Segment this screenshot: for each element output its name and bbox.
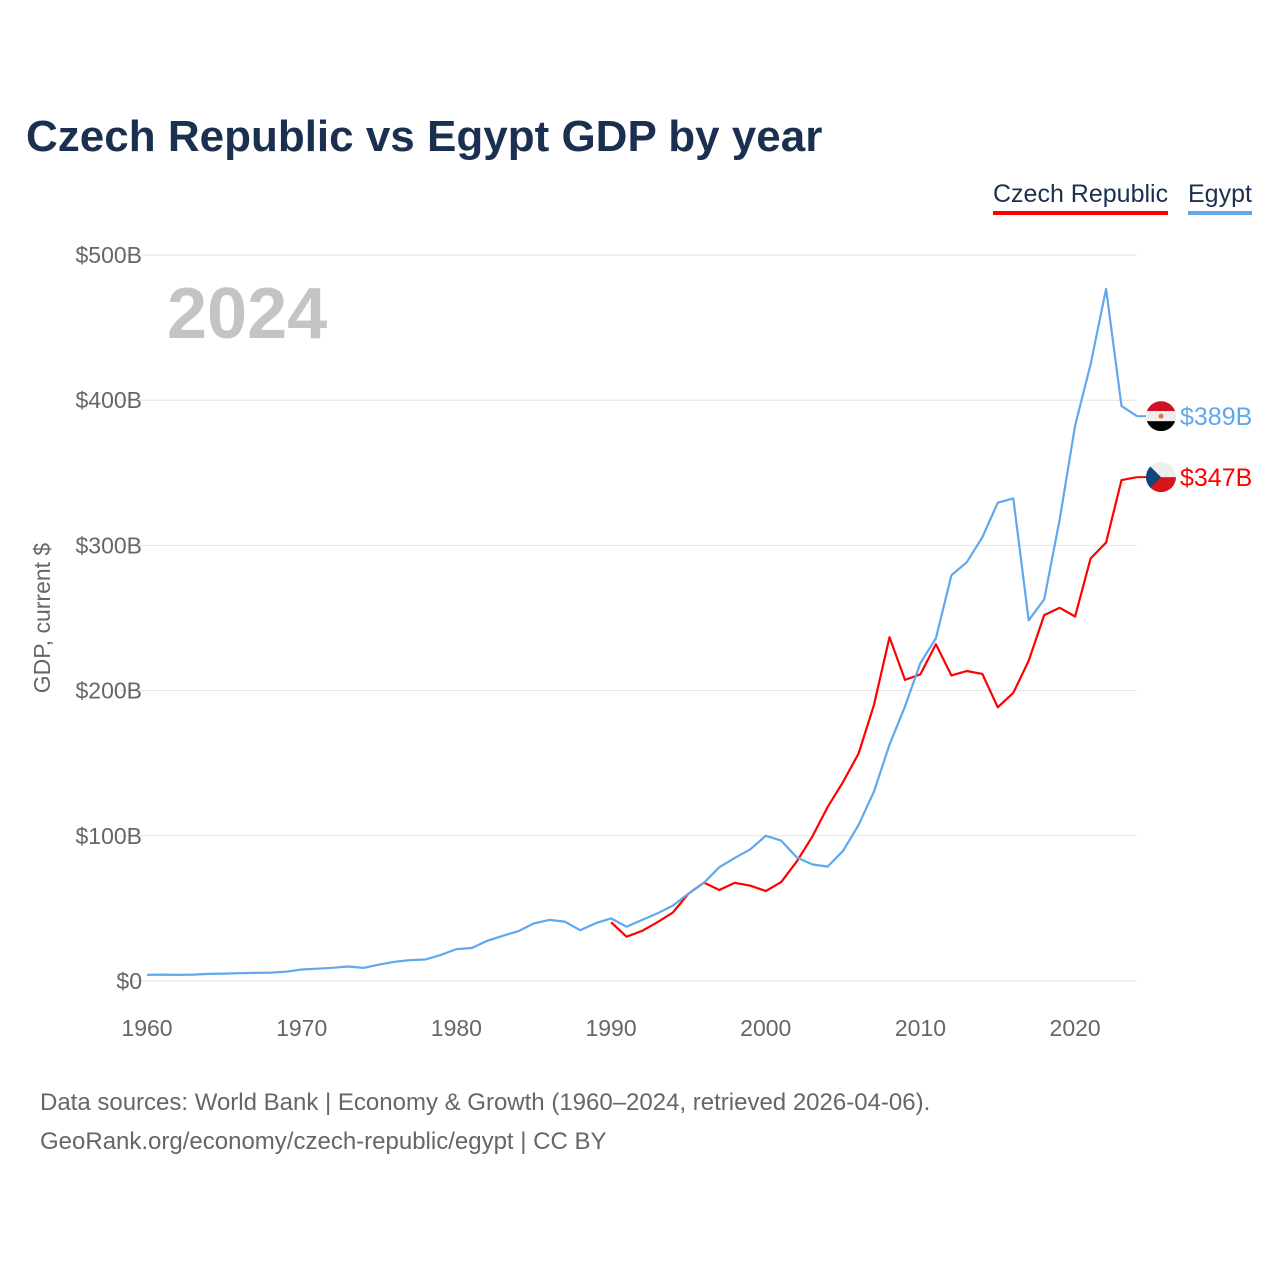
x-tick-label: 2010: [895, 1015, 946, 1041]
flag-stripe: [1146, 421, 1176, 432]
y-tick-label: $300B: [75, 532, 142, 558]
legend-egypt[interactable]: Egypt: [1188, 180, 1252, 215]
footer-sources: Data sources: World Bank | Economy & Gro…: [40, 1089, 931, 1116]
year-watermark: 2024: [167, 274, 327, 354]
end-value-label: $389B: [1180, 403, 1252, 431]
x-tick-label: 1990: [585, 1015, 636, 1041]
y-tick-label: $100B: [75, 823, 142, 849]
x-tick-label: 2020: [1050, 1015, 1101, 1041]
y-axis-label: GDP, current $: [29, 543, 55, 694]
end-value-label: $347B: [1180, 464, 1252, 492]
egypt-flag-icon: [1146, 401, 1176, 432]
x-tick-label: 2000: [740, 1015, 791, 1041]
footer: Data sources: World Bank | Economy & Gro…: [40, 1083, 930, 1161]
flag-triangle: [1146, 462, 1161, 493]
series-line-czech-republic: [610, 476, 1138, 938]
x-tick-label: 1980: [431, 1015, 482, 1041]
flag-body: [1146, 462, 1176, 493]
series-line-egypt: [146, 287, 1138, 977]
flag-emblem: [1158, 413, 1164, 419]
chart-title: Czech Republic vs Egypt GDP by year: [26, 112, 823, 161]
czech-flag-icon: [1146, 462, 1176, 493]
y-tick-label: $0: [116, 968, 142, 994]
footer-url[interactable]: GeoRank.org/economy/czech-republic/egypt…: [40, 1128, 607, 1155]
y-tick-label: $500B: [75, 242, 142, 268]
x-tick-label: 1970: [276, 1015, 327, 1041]
y-tick-label: $200B: [75, 678, 142, 704]
legend-czech-republic[interactable]: Czech Republic: [993, 180, 1169, 215]
x-tick-label: 1960: [121, 1015, 172, 1041]
flag-stripe: [1146, 401, 1176, 412]
y-tick-label: $400B: [75, 387, 142, 413]
flag-body: [1146, 401, 1176, 432]
